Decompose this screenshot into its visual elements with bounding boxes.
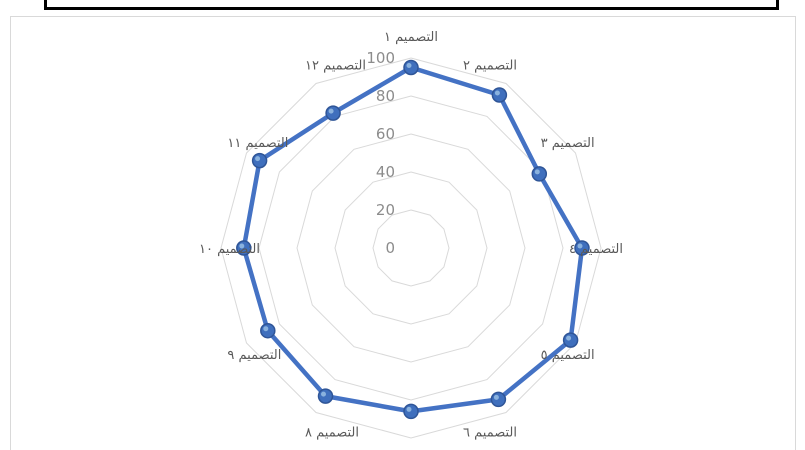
data-point	[531, 166, 548, 182]
category-label: التصميم ١٠	[199, 242, 260, 257]
data-point	[403, 59, 419, 76]
data-point-highlight	[494, 90, 500, 96]
category-label: التصميم ٣	[541, 136, 595, 151]
series-line	[241, 65, 585, 414]
data-point-highlight	[406, 63, 412, 68]
category-label: التصميم ٦	[463, 426, 517, 441]
tick-label: 0	[385, 239, 395, 257]
data-point-highlight	[493, 394, 499, 400]
data-point	[317, 388, 334, 404]
data-point-highlight	[328, 108, 334, 114]
data-point-highlight	[577, 243, 583, 249]
data-point-highlight	[239, 243, 245, 249]
category-label: التصميم ٢	[463, 58, 517, 73]
grid-ring	[220, 57, 602, 439]
data-point	[251, 152, 268, 169]
grid-layer	[220, 57, 602, 439]
data-point-highlight	[406, 406, 412, 412]
tick-label: 40	[376, 163, 395, 181]
grid-ring	[334, 171, 488, 325]
data-point-highlight	[566, 335, 572, 341]
data-point-highlight	[321, 391, 326, 397]
chart-frame	[10, 16, 796, 450]
tick-labels: 0 20 40 60 80 100	[366, 49, 395, 257]
category-label: التصميم ١١	[227, 136, 288, 151]
data-point-highlight	[263, 326, 269, 332]
tick-label: 60	[376, 125, 395, 143]
data-point	[562, 332, 579, 348]
data-point	[491, 87, 508, 103]
tick-label: 20	[376, 201, 395, 219]
category-label: التصميم ٥	[541, 348, 595, 363]
grid-ring	[372, 209, 450, 287]
tick-label: 80	[376, 87, 395, 105]
data-point	[325, 105, 341, 121]
data-point	[490, 391, 507, 408]
grid-ring	[296, 133, 526, 363]
data-point-highlight	[534, 169, 540, 175]
grid-ring	[258, 95, 564, 401]
top-border	[44, 0, 779, 10]
data-point-highlight	[255, 156, 261, 162]
category-labels: التصميم ١ التصميم ٢ التصميم ٣ التصميم ٤ التص…	[199, 30, 623, 441]
data-point	[403, 403, 419, 420]
data-point	[260, 322, 276, 339]
category-label: التصميم ٩	[227, 348, 281, 363]
category-label: التصميم ٨	[305, 426, 359, 441]
tick-label: 100	[366, 49, 395, 67]
category-label: التصميم ٤	[569, 242, 623, 257]
category-label: التصميم ١	[384, 30, 438, 45]
category-label: التصميم ١٢	[305, 58, 366, 73]
series-layer	[236, 59, 590, 420]
